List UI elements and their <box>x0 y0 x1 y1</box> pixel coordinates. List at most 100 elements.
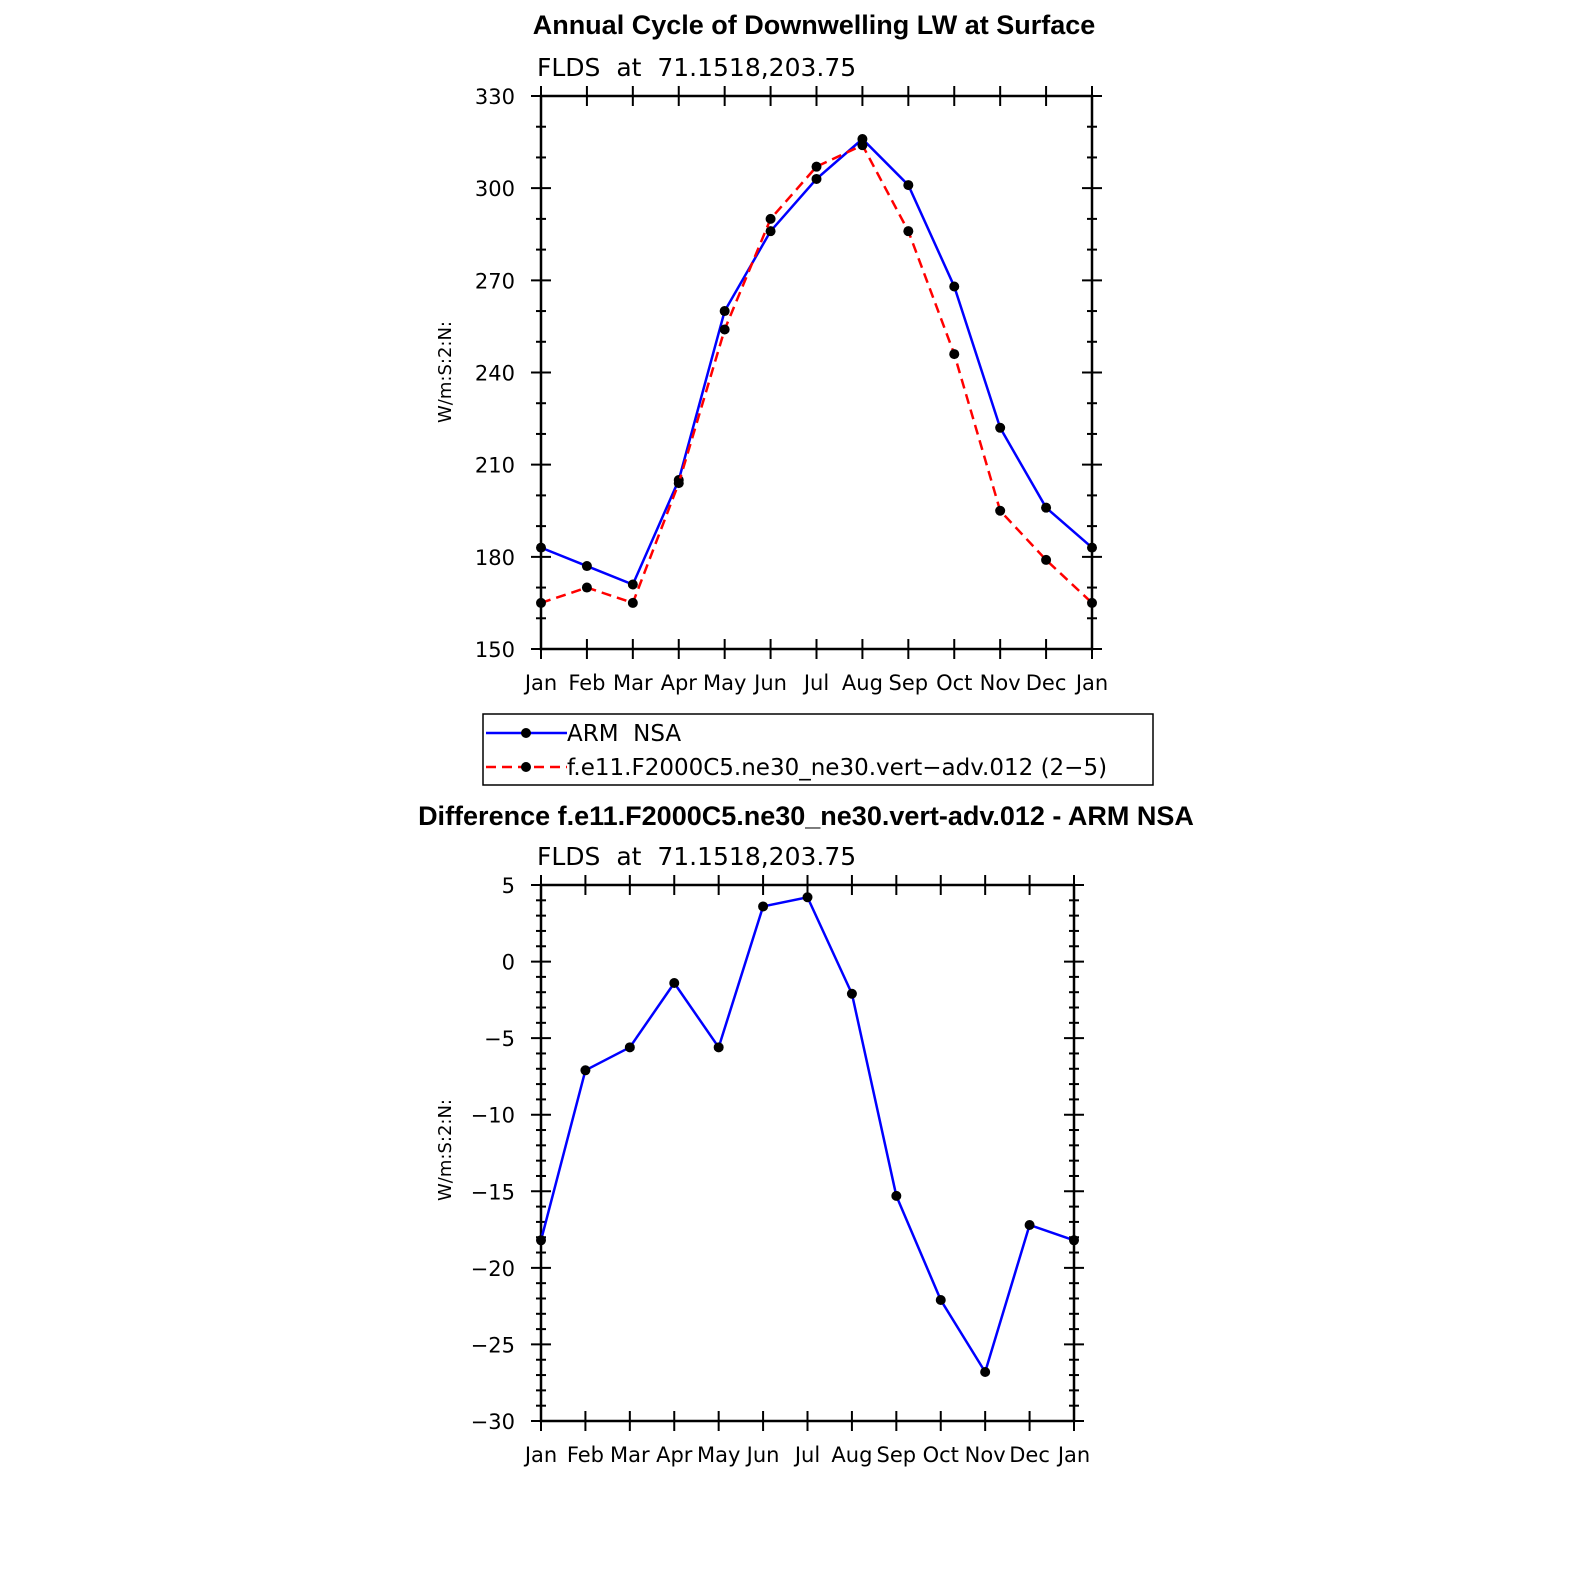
legend-marker-model <box>521 762 531 772</box>
x-tick-label: Dec <box>1009 1443 1050 1467</box>
data-point <box>935 1295 946 1306</box>
data-point <box>1024 1219 1035 1230</box>
x-tick-label: Jan <box>1056 1443 1090 1467</box>
y-tick-label: −10 <box>471 1104 515 1128</box>
y-tick-label: 210 <box>475 454 515 478</box>
data-point <box>1041 554 1052 565</box>
y-tick-label: 150 <box>475 638 515 662</box>
x-tick-label: Aug <box>831 1443 872 1467</box>
y-tick-label: −30 <box>471 1410 515 1434</box>
chart-subtitle: FLDS at 71.1518,203.75 <box>537 53 856 82</box>
data-point <box>857 140 868 151</box>
x-tick-label: Jun <box>752 671 787 695</box>
annual-cycle-chart: Annual Cycle of Downwelling LW at Surfac… <box>435 10 1108 695</box>
y-tick-label: −20 <box>471 1257 515 1281</box>
data-point <box>949 349 960 360</box>
x-tick-label: May <box>703 671 746 695</box>
data-point <box>903 226 914 237</box>
data-point <box>765 213 776 224</box>
x-tick-label: Aug <box>842 671 883 695</box>
data-point <box>713 1042 724 1053</box>
x-tick-label: Sep <box>889 671 929 695</box>
data-point <box>980 1366 991 1377</box>
y-tick-label: 270 <box>475 269 515 293</box>
data-point <box>719 306 730 317</box>
x-tick-label: Jun <box>745 1443 780 1467</box>
data-point <box>536 1235 546 1246</box>
series-group <box>536 892 1079 1377</box>
y-tick-labels: −30 −25 −20 −15 −10 −5 0 5 <box>471 874 515 1434</box>
x-tick-label: Mar <box>613 671 653 695</box>
x-tick-labels: Jan Feb Mar Apr May Jun Jul Aug Sep Oct Nov Dec Jan <box>523 1443 1090 1467</box>
data-point <box>846 988 857 999</box>
y-axis-label: W/m:S:2:N: <box>435 1099 456 1201</box>
legend-label-arm: ARM NSA <box>567 721 681 747</box>
data-point <box>624 1042 635 1053</box>
x-tick-label: Jan <box>523 1443 557 1467</box>
y-tick-label: −5 <box>484 1027 515 1051</box>
data-point <box>758 901 769 912</box>
data-point <box>669 978 680 989</box>
x-tick-label: Oct <box>936 671 972 695</box>
data-point <box>995 505 1006 516</box>
y-tick-labels: 150 180 210 240 270 300 330 <box>475 85 515 662</box>
data-point <box>536 597 546 608</box>
series-line <box>540 143 1093 605</box>
x-tick-label: Dec <box>1026 671 1067 695</box>
data-point <box>903 180 914 191</box>
data-point <box>765 226 776 237</box>
x-tick-labels: Jan Feb Mar Apr May Jun Jul Aug Sep Oct Nov Dec Jan <box>523 671 1108 695</box>
data-point <box>1069 1235 1079 1246</box>
series-line <box>540 137 1093 587</box>
x-tick-label: May <box>697 1443 740 1467</box>
data-point <box>581 582 592 593</box>
data-point <box>536 542 546 553</box>
x-tick-label: Sep <box>877 1443 917 1467</box>
data-point <box>949 281 960 292</box>
data-point <box>811 161 822 172</box>
x-tick-label: Apr <box>661 671 698 695</box>
chart-title: Difference f.e11.F2000C5.ne30_ne30.vert-… <box>418 801 1194 831</box>
data-point <box>811 173 822 184</box>
series-line <box>539 895 1075 1376</box>
difference-chart: Difference f.e11.F2000C5.ne30_ne30.vert-… <box>418 801 1194 1467</box>
legend: ARM NSA f.e11.F2000C5.ne30_ne30.vert−adv… <box>482 713 1154 786</box>
data-point <box>802 892 813 903</box>
data-point <box>719 324 730 335</box>
legend-label-model: f.e11.F2000C5.ne30_ne30.vert−adv.012 (2−… <box>567 755 1107 781</box>
axis-ticks <box>531 875 1084 1431</box>
data-point <box>627 597 638 608</box>
legend-box <box>482 713 1154 786</box>
data-point <box>891 1190 902 1201</box>
data-point <box>1087 597 1097 608</box>
x-tick-label: Apr <box>656 1443 693 1467</box>
data-point <box>1087 542 1097 553</box>
y-axis-label: W/m:S:2:N: <box>435 321 456 423</box>
data-point <box>673 478 684 489</box>
x-tick-label: Mar <box>610 1443 650 1467</box>
x-tick-label: Jan <box>1074 671 1108 695</box>
x-tick-label: Jul <box>793 1443 820 1467</box>
chart-title: Annual Cycle of Downwelling LW at Surfac… <box>533 10 1096 40</box>
y-tick-label: 330 <box>475 85 515 109</box>
data-point <box>1041 502 1052 513</box>
x-tick-label: Feb <box>567 1443 604 1467</box>
y-tick-label: 300 <box>475 177 515 201</box>
chart-subtitle: FLDS at 71.1518,203.75 <box>537 842 856 871</box>
data-point <box>580 1065 591 1076</box>
legend-marker-arm <box>521 728 531 738</box>
y-tick-label: −15 <box>471 1180 515 1204</box>
x-tick-label: Oct <box>923 1443 959 1467</box>
y-tick-label: 5 <box>502 874 515 898</box>
y-tick-label: 0 <box>502 951 515 975</box>
x-tick-label: Jul <box>802 671 829 695</box>
y-tick-label: −25 <box>471 1333 515 1357</box>
x-tick-label: Nov <box>965 1443 1006 1467</box>
series-group <box>536 134 1097 608</box>
x-tick-label: Feb <box>568 671 605 695</box>
x-tick-label: Jan <box>523 671 557 695</box>
x-tick-label: Nov <box>980 671 1021 695</box>
axis-ticks <box>531 86 1102 659</box>
y-tick-label: 180 <box>475 546 515 570</box>
